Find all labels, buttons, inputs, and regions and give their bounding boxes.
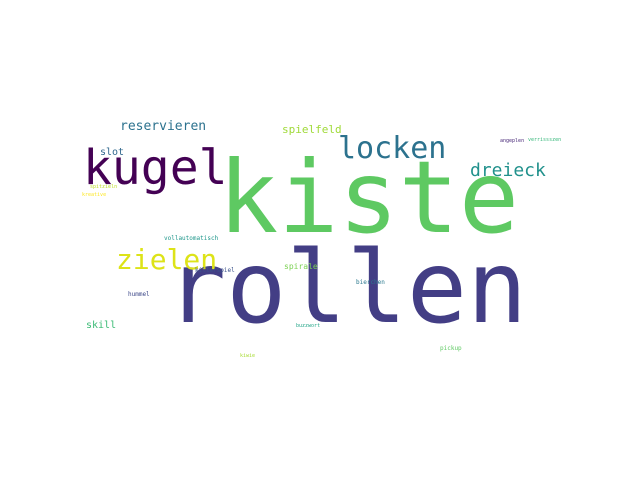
word-cloud: kiste rollen kugel locken zielen dreieck… [80,120,570,366]
word-bierchen: bierchen [356,279,385,286]
word-pickup: pickup [440,345,462,352]
word-vollautomatisch: vollautomatisch [164,235,219,242]
word-kiste: kiste [218,139,520,256]
word-kreative: kreative [82,192,107,198]
word-buzzwort: buzzwort [296,323,321,329]
word-angeplen: angeplen [500,138,525,144]
word-kiwie: kiwie [240,353,256,359]
word-rollen: rollen [166,229,528,346]
word-spielfeld: spielfeld [282,123,342,136]
word-dreieck: dreieck [470,160,546,181]
word-spirale: spirale [284,262,318,271]
word-hummel: hummel [128,291,150,298]
word-killerspiel: killerspiel [195,267,235,274]
word-spitzieln: spitzieln [90,184,118,190]
word-reservieren: reservieren [120,120,207,134]
word-verrissszen: verrissszen [528,137,562,143]
word-slot: slot [100,147,125,158]
word-kugel: kugel [83,140,228,196]
word-zielen: zielen [116,243,218,276]
word-locken: locken [338,131,447,166]
word-skill: skill [86,320,117,331]
